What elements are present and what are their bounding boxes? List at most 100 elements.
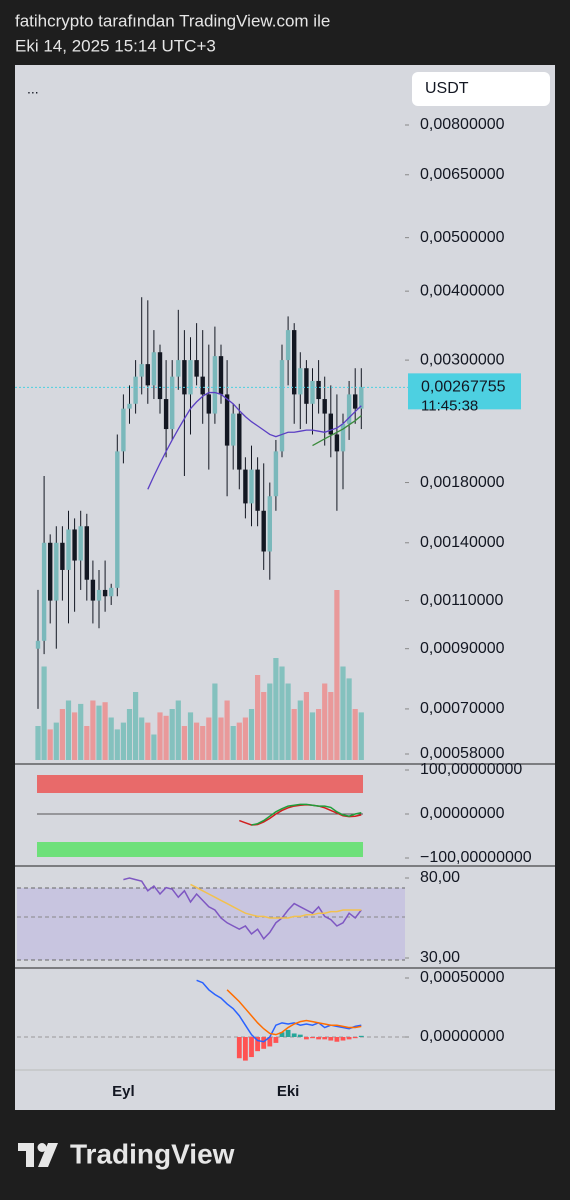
volume-bar [224, 700, 230, 760]
histogram-bar [358, 1035, 364, 1037]
candle-body [353, 394, 358, 409]
volume-bar [163, 715, 169, 760]
author-line: fatihcrypto tarafından TradingView.com i… [15, 11, 330, 30]
candle-body [127, 403, 132, 409]
volume-bar [194, 722, 200, 760]
candle-body [48, 542, 53, 601]
histogram-bar [334, 1037, 340, 1042]
menu[interactable]: ... [27, 81, 39, 97]
osc-green-band [37, 842, 363, 857]
rsi-band [17, 888, 405, 960]
candle-body [224, 394, 230, 446]
line [312, 415, 362, 447]
volume-bar [206, 717, 212, 760]
volume-bar [126, 709, 133, 760]
volume-bar [285, 683, 291, 760]
candle-body [285, 330, 291, 361]
y-tick-label: 0,00300000 [420, 351, 505, 368]
volume-bar [139, 717, 145, 760]
volume-bar [78, 703, 84, 760]
candle-body [231, 413, 236, 446]
y-tick-label: 0,00800000 [420, 116, 505, 133]
volume-bar [169, 709, 175, 760]
y-tick-label: 0,00650000 [420, 166, 505, 183]
price-box [408, 373, 521, 410]
candle-body [273, 451, 279, 497]
histogram-bar [236, 1037, 242, 1059]
candle-body [316, 380, 321, 400]
histogram-bar [316, 1037, 321, 1040]
candle-body [279, 360, 285, 452]
histogram-bar [304, 1037, 309, 1040]
osc-red-band [37, 775, 363, 793]
volume-bar [230, 726, 236, 760]
histogram-bar [328, 1037, 334, 1041]
candle-body [261, 510, 266, 552]
candle-body [96, 589, 102, 601]
countdown: 11:45:38 [421, 397, 478, 414]
histogram-bar [255, 1037, 260, 1052]
volume-bar [261, 692, 267, 760]
volume-bar [96, 705, 102, 760]
volume-bar [267, 683, 273, 760]
line [190, 883, 362, 919]
volume-bar [187, 712, 194, 760]
candle-body [35, 640, 41, 649]
volume-bar [328, 692, 334, 760]
candle-body [78, 526, 83, 561]
y-tick-label: 100,00000000 [420, 761, 522, 778]
logo [18, 1143, 58, 1167]
y-tick-label: 0,00180000 [420, 474, 505, 491]
volume-bar [181, 726, 187, 760]
volume-bar [90, 700, 96, 760]
candle-body [188, 360, 193, 395]
candle-body [267, 496, 272, 552]
candle-body [151, 352, 157, 386]
candle-body [145, 364, 150, 386]
candle-body [249, 469, 254, 504]
volume-bar [53, 722, 59, 760]
histogram-bar [243, 1037, 248, 1061]
histogram-bar [340, 1037, 346, 1041]
candle-body [139, 364, 144, 377]
histogram-bar [285, 1029, 291, 1037]
line [123, 877, 362, 941]
candle-body [237, 413, 242, 470]
candle-body [157, 352, 163, 400]
volume-bar [175, 700, 181, 760]
candle-body [298, 368, 303, 395]
volume-bar [352, 709, 358, 760]
candle-body [328, 413, 333, 435]
volume-bar [316, 709, 322, 760]
candle-body [121, 408, 126, 452]
histogram-bar [322, 1037, 328, 1040]
price-label: 0,00267755 [421, 379, 506, 396]
y-tick-label: 0,00070000 [420, 700, 505, 717]
candle-body [292, 330, 297, 395]
candle-body [66, 529, 71, 570]
y-tick-label: 0,00500000 [420, 229, 505, 246]
candle-body [322, 399, 327, 414]
candle-body [102, 589, 108, 597]
y-tick-label: 0,00000000 [420, 805, 505, 822]
date-line: Eki 14, 2025 15:14 UTC+3 [15, 36, 216, 55]
currency-box[interactable] [412, 72, 550, 106]
volume-bar [151, 734, 157, 760]
histogram-bar [346, 1037, 352, 1040]
histogram-bar [279, 1032, 285, 1037]
histogram-bar [291, 1033, 297, 1037]
candle-body [334, 434, 340, 452]
volume-bar [133, 692, 139, 760]
volume-bar [273, 658, 279, 760]
line [226, 989, 362, 1036]
candle-body [60, 542, 65, 570]
y-tick-label: 30,00 [420, 949, 460, 966]
volume-bar [157, 712, 163, 760]
candle-body [170, 376, 175, 430]
y-tick-label: 80,00 [420, 869, 460, 886]
volume-bar [41, 666, 47, 760]
volume-bar [242, 717, 248, 760]
volume-bar [200, 726, 206, 760]
